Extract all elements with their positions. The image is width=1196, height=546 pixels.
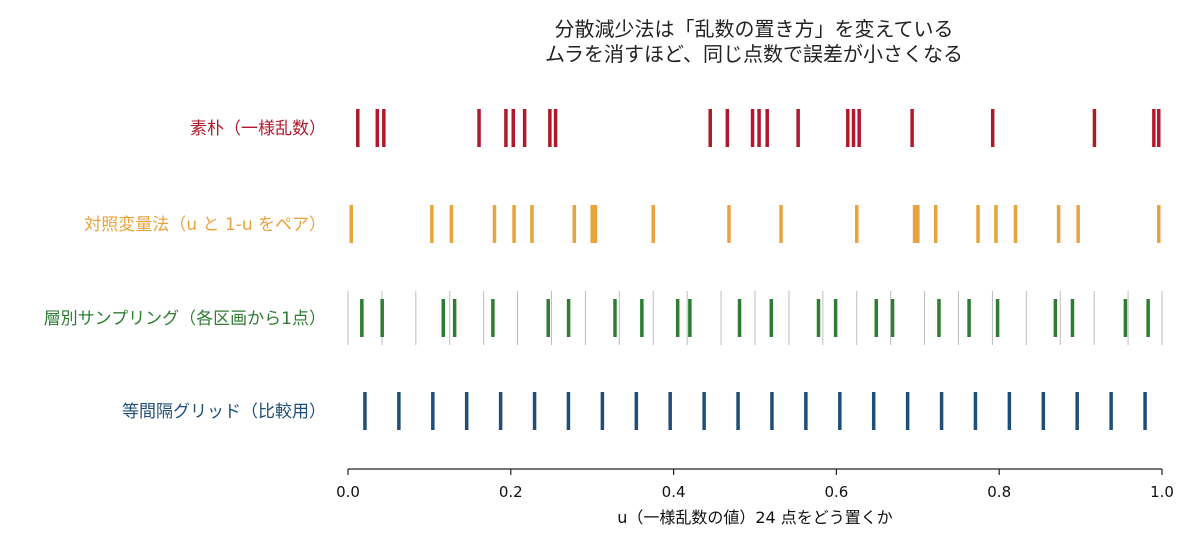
- x-tick-label: 0.8: [987, 483, 1011, 501]
- x-tick-label: 0.6: [824, 483, 848, 501]
- row-labels: 素朴（一様乱数） 対照変量法（u と 1-u をペア） 層別サンプリング（各区画から…: [44, 119, 326, 422]
- x-tick-label: 0.0: [336, 483, 360, 501]
- chart-title-line-1: 分散減少法は「乱数の置き方」を変えている: [555, 17, 954, 41]
- chart-title-line-2: ムラを消すほど、同じ点数で誤差が小さくなる: [545, 42, 963, 66]
- row-label: 対照変量法（u と 1-u をペア）: [84, 215, 326, 235]
- row-label: 等間隔グリッド（比較用）: [122, 402, 326, 422]
- x-axis-label: u（一様乱数の値）24 点をどう置くか: [617, 508, 893, 527]
- x-axis-ticks: 0.0 0.2 0.4 0.6 0.8 1.0: [336, 469, 1174, 501]
- x-tick-label: 0.4: [662, 483, 686, 501]
- strata-boundaries: [347, 291, 1163, 345]
- data-marks: [349, 109, 1161, 430]
- row-label: 素朴（一様乱数）: [190, 119, 326, 139]
- x-tick-label: 0.2: [499, 483, 523, 501]
- row-label: 層別サンプリング（各区画から1点）: [44, 309, 326, 329]
- x-tick-label: 1.0: [1150, 483, 1174, 501]
